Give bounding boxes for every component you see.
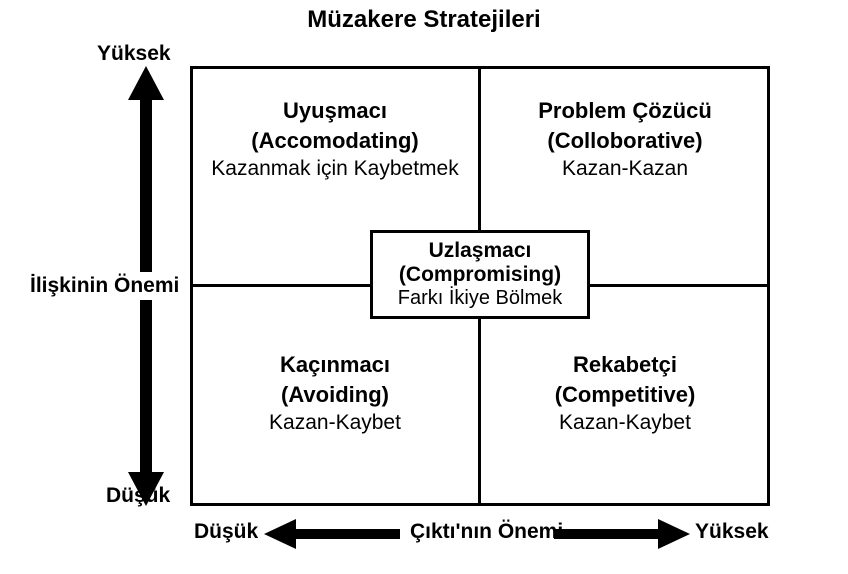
quadrant-top-left: Uyuşmacı (Accomodating) Kazanmak için Ka… [200, 96, 470, 184]
quadrant-bottom-right: Rekabetçi (Competitive) Kazan-Kaybet [490, 350, 760, 438]
quadrant-bl-subtitle: (Avoiding) [200, 380, 470, 410]
quadrant-tr-outcome: Kazan-Kazan [490, 155, 760, 183]
center-title: Uzlaşmacı [383, 239, 577, 263]
quadrant-tl-title: Uyuşmacı [200, 96, 470, 126]
quadrant-tl-subtitle: (Accomodating) [200, 126, 470, 156]
diagram-title: Müzakere Stratejileri [0, 6, 848, 34]
quadrant-tr-subtitle: (Colloborative) [490, 126, 760, 156]
x-axis-high-label: Yüksek [695, 520, 769, 544]
center-box: Uzlaşmacı (Compromising) Farkı İkiye Böl… [370, 230, 590, 319]
quadrant-tl-outcome: Kazanmak için Kaybetmek [200, 155, 470, 183]
quadrant-bl-title: Kaçınmacı [200, 350, 470, 380]
center-subtitle: (Compromising) [383, 263, 577, 287]
quadrant-tr-title: Problem Çözücü [490, 96, 760, 126]
quadrant-bottom-left: Kaçınmacı (Avoiding) Kazan-Kaybet [200, 350, 470, 438]
y-axis-arrow-icon [125, 66, 167, 506]
quadrant-br-title: Rekabetçi [490, 350, 760, 380]
x-axis-low-label: Düşük [194, 520, 258, 544]
quadrant-br-subtitle: (Competitive) [490, 380, 760, 410]
quadrant-bl-outcome: Kazan-Kaybet [200, 409, 470, 437]
quadrant-top-right: Problem Çözücü (Colloborative) Kazan-Kaz… [490, 96, 760, 184]
x-axis-arrow-icon [264, 516, 690, 552]
y-axis-high-label: Yüksek [97, 42, 171, 66]
quadrant-br-outcome: Kazan-Kaybet [490, 409, 760, 437]
center-outcome: Farkı İkiye Bölmek [383, 287, 577, 310]
